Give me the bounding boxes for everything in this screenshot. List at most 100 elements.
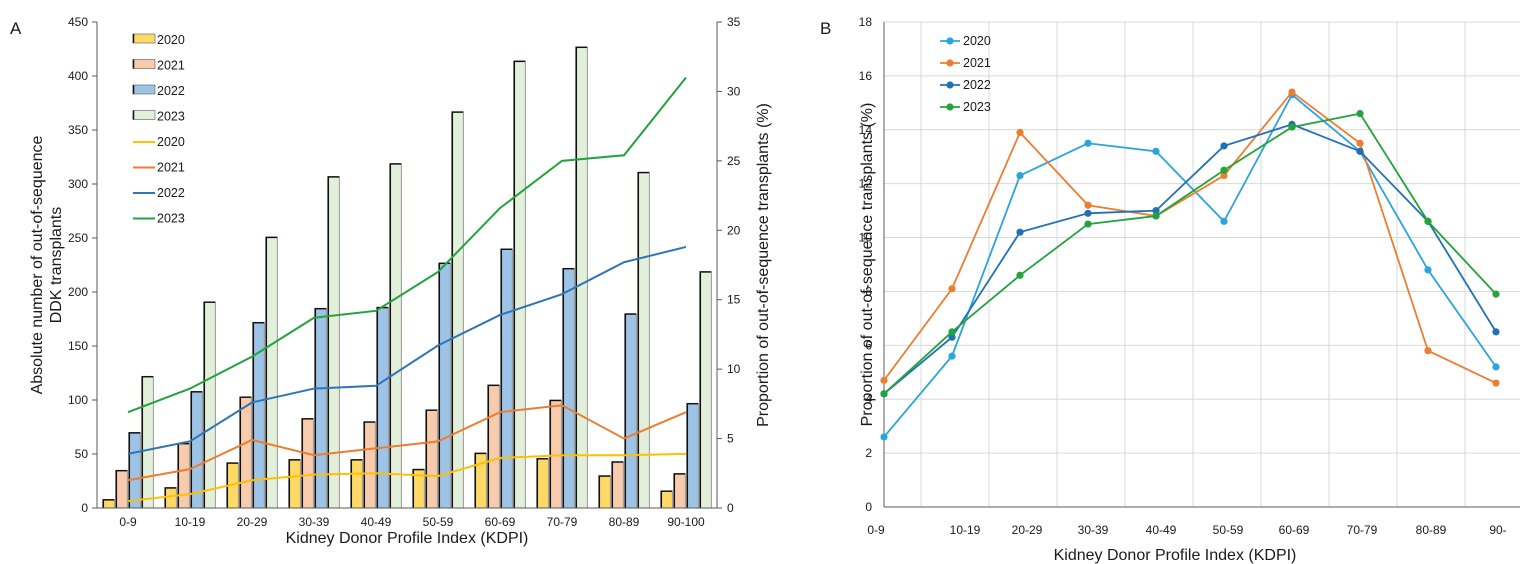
panel-b-label: B — [820, 19, 831, 38]
legend-label: 2022 — [157, 84, 185, 98]
x-tick-label: 70-79 — [547, 515, 578, 529]
bar-2022 — [686, 402, 699, 509]
panel-a-label: A — [10, 19, 22, 38]
bar-2022 — [190, 391, 203, 509]
marker-2022 — [1016, 228, 1024, 236]
y-axis-title: Proportion of out-of-sequence transplant… — [859, 103, 876, 427]
marker-2021 — [1220, 171, 1228, 180]
marker-2021 — [1356, 139, 1364, 147]
bar-2023 — [699, 271, 712, 509]
marker-2020 — [948, 352, 956, 360]
y2-tick-label: 20 — [727, 223, 741, 237]
marker-2021 — [880, 376, 888, 384]
x-tick-label: 50-59 — [1213, 523, 1244, 537]
x-tick-label: 10-19 — [950, 523, 981, 537]
y-tick-label: 250 — [68, 231, 88, 245]
legend-label: 2021 — [157, 161, 185, 175]
bar-2020 — [660, 490, 673, 509]
legend-marker-2023 — [946, 103, 954, 111]
y-tick-label: 400 — [68, 69, 88, 83]
legend-label: 2020 — [157, 135, 185, 149]
marker-2022 — [1084, 209, 1092, 217]
legend-swatch-bar-2022 — [132, 84, 156, 95]
bar-2021 — [177, 442, 190, 509]
bar-2022 — [128, 432, 141, 509]
y-tick-label: 4 — [865, 392, 872, 406]
bar-2020 — [350, 459, 363, 509]
y2-tick-label: 15 — [727, 293, 741, 307]
bar-2021 — [301, 418, 314, 509]
y-tick-label: 100 — [68, 393, 88, 407]
bar-2021 — [487, 384, 500, 509]
bar-2023 — [513, 60, 526, 509]
x-tick-label: 90- — [1489, 523, 1506, 537]
y-tick-label: 150 — [68, 339, 88, 353]
legend-swatch-bar-2020 — [132, 33, 156, 44]
legend-swatch-bar-2023 — [132, 110, 156, 120]
legend-marker-2021 — [946, 59, 954, 67]
marker-2023 — [1424, 217, 1432, 225]
y-tick-label: 10 — [859, 231, 873, 245]
y2-tick-label: 5 — [727, 432, 734, 446]
marker-2023 — [1492, 290, 1500, 298]
x-tick-label: 50-59 — [423, 515, 454, 529]
legend-label: 2020 — [157, 33, 185, 47]
x-tick-label: 20-29 — [237, 515, 268, 529]
marker-2023 — [1220, 166, 1228, 174]
bar-2020 — [102, 499, 115, 509]
legend-swatch-bar-2021 — [132, 59, 156, 69]
y2-tick-label: 0 — [727, 501, 734, 515]
legend-label: 2023 — [963, 100, 991, 114]
bar-2021 — [363, 421, 376, 509]
marker-2022 — [1152, 207, 1160, 215]
bar-2021 — [673, 473, 686, 509]
bar-2023 — [575, 46, 588, 509]
marker-2023 — [1016, 271, 1024, 279]
y2-axis-title: Proportion of out-of-sequence transplant… — [755, 103, 772, 427]
x-tick-label: 40-49 — [1146, 523, 1177, 537]
marker-2021 — [1492, 379, 1500, 387]
y2-tick-label: 10 — [727, 362, 741, 376]
y-tick-label: 200 — [68, 285, 88, 299]
marker-2022 — [1356, 147, 1364, 155]
y-tick-label: 2 — [865, 446, 872, 460]
legend-label: 2020 — [963, 34, 991, 48]
marker-2020 — [1016, 171, 1024, 180]
y-tick-label: 8 — [865, 284, 872, 298]
bar-2021 — [115, 469, 128, 509]
marker-2020 — [1084, 139, 1092, 147]
marker-2021 — [1424, 347, 1432, 355]
line-series-2021 — [127, 404, 687, 482]
legend-label: 2023 — [157, 110, 185, 124]
marker-2020 — [1152, 147, 1160, 155]
x-tick-label: 80-89 — [1416, 523, 1447, 537]
marker-2023 — [948, 328, 956, 336]
y-tick-label: 6 — [865, 338, 872, 352]
bar-2022 — [624, 313, 637, 509]
marker-2020 — [1492, 363, 1500, 371]
x-axis-title: Kidney Donor Profile Index (KDPI) — [1054, 547, 1297, 564]
marker-2020 — [880, 433, 888, 441]
marker-2023 — [880, 390, 888, 398]
bar-2022 — [562, 267, 575, 509]
line-series-2022 — [883, 123, 1497, 395]
bar-2023 — [141, 375, 154, 509]
bar-2023 — [637, 171, 650, 509]
marker-2021 — [1016, 128, 1024, 137]
y-tick-label: 14 — [859, 123, 873, 137]
line-series-2020 — [127, 452, 687, 503]
legend-marker-2022 — [946, 81, 954, 89]
bar-2021 — [239, 396, 252, 509]
x-tick-label: 90-100 — [667, 515, 705, 529]
x-tick-label: 40-49 — [361, 515, 392, 529]
bar-2023 — [389, 163, 402, 509]
bar-2023 — [327, 176, 340, 509]
line-series-2020 — [883, 93, 1497, 438]
legend-label: 2021 — [157, 59, 185, 73]
y-tick-label: 350 — [68, 123, 88, 137]
bar-2022 — [500, 248, 513, 509]
marker-2023 — [1152, 212, 1160, 220]
line-series-2021 — [883, 90, 1497, 384]
y-tick-label: 450 — [68, 15, 88, 29]
